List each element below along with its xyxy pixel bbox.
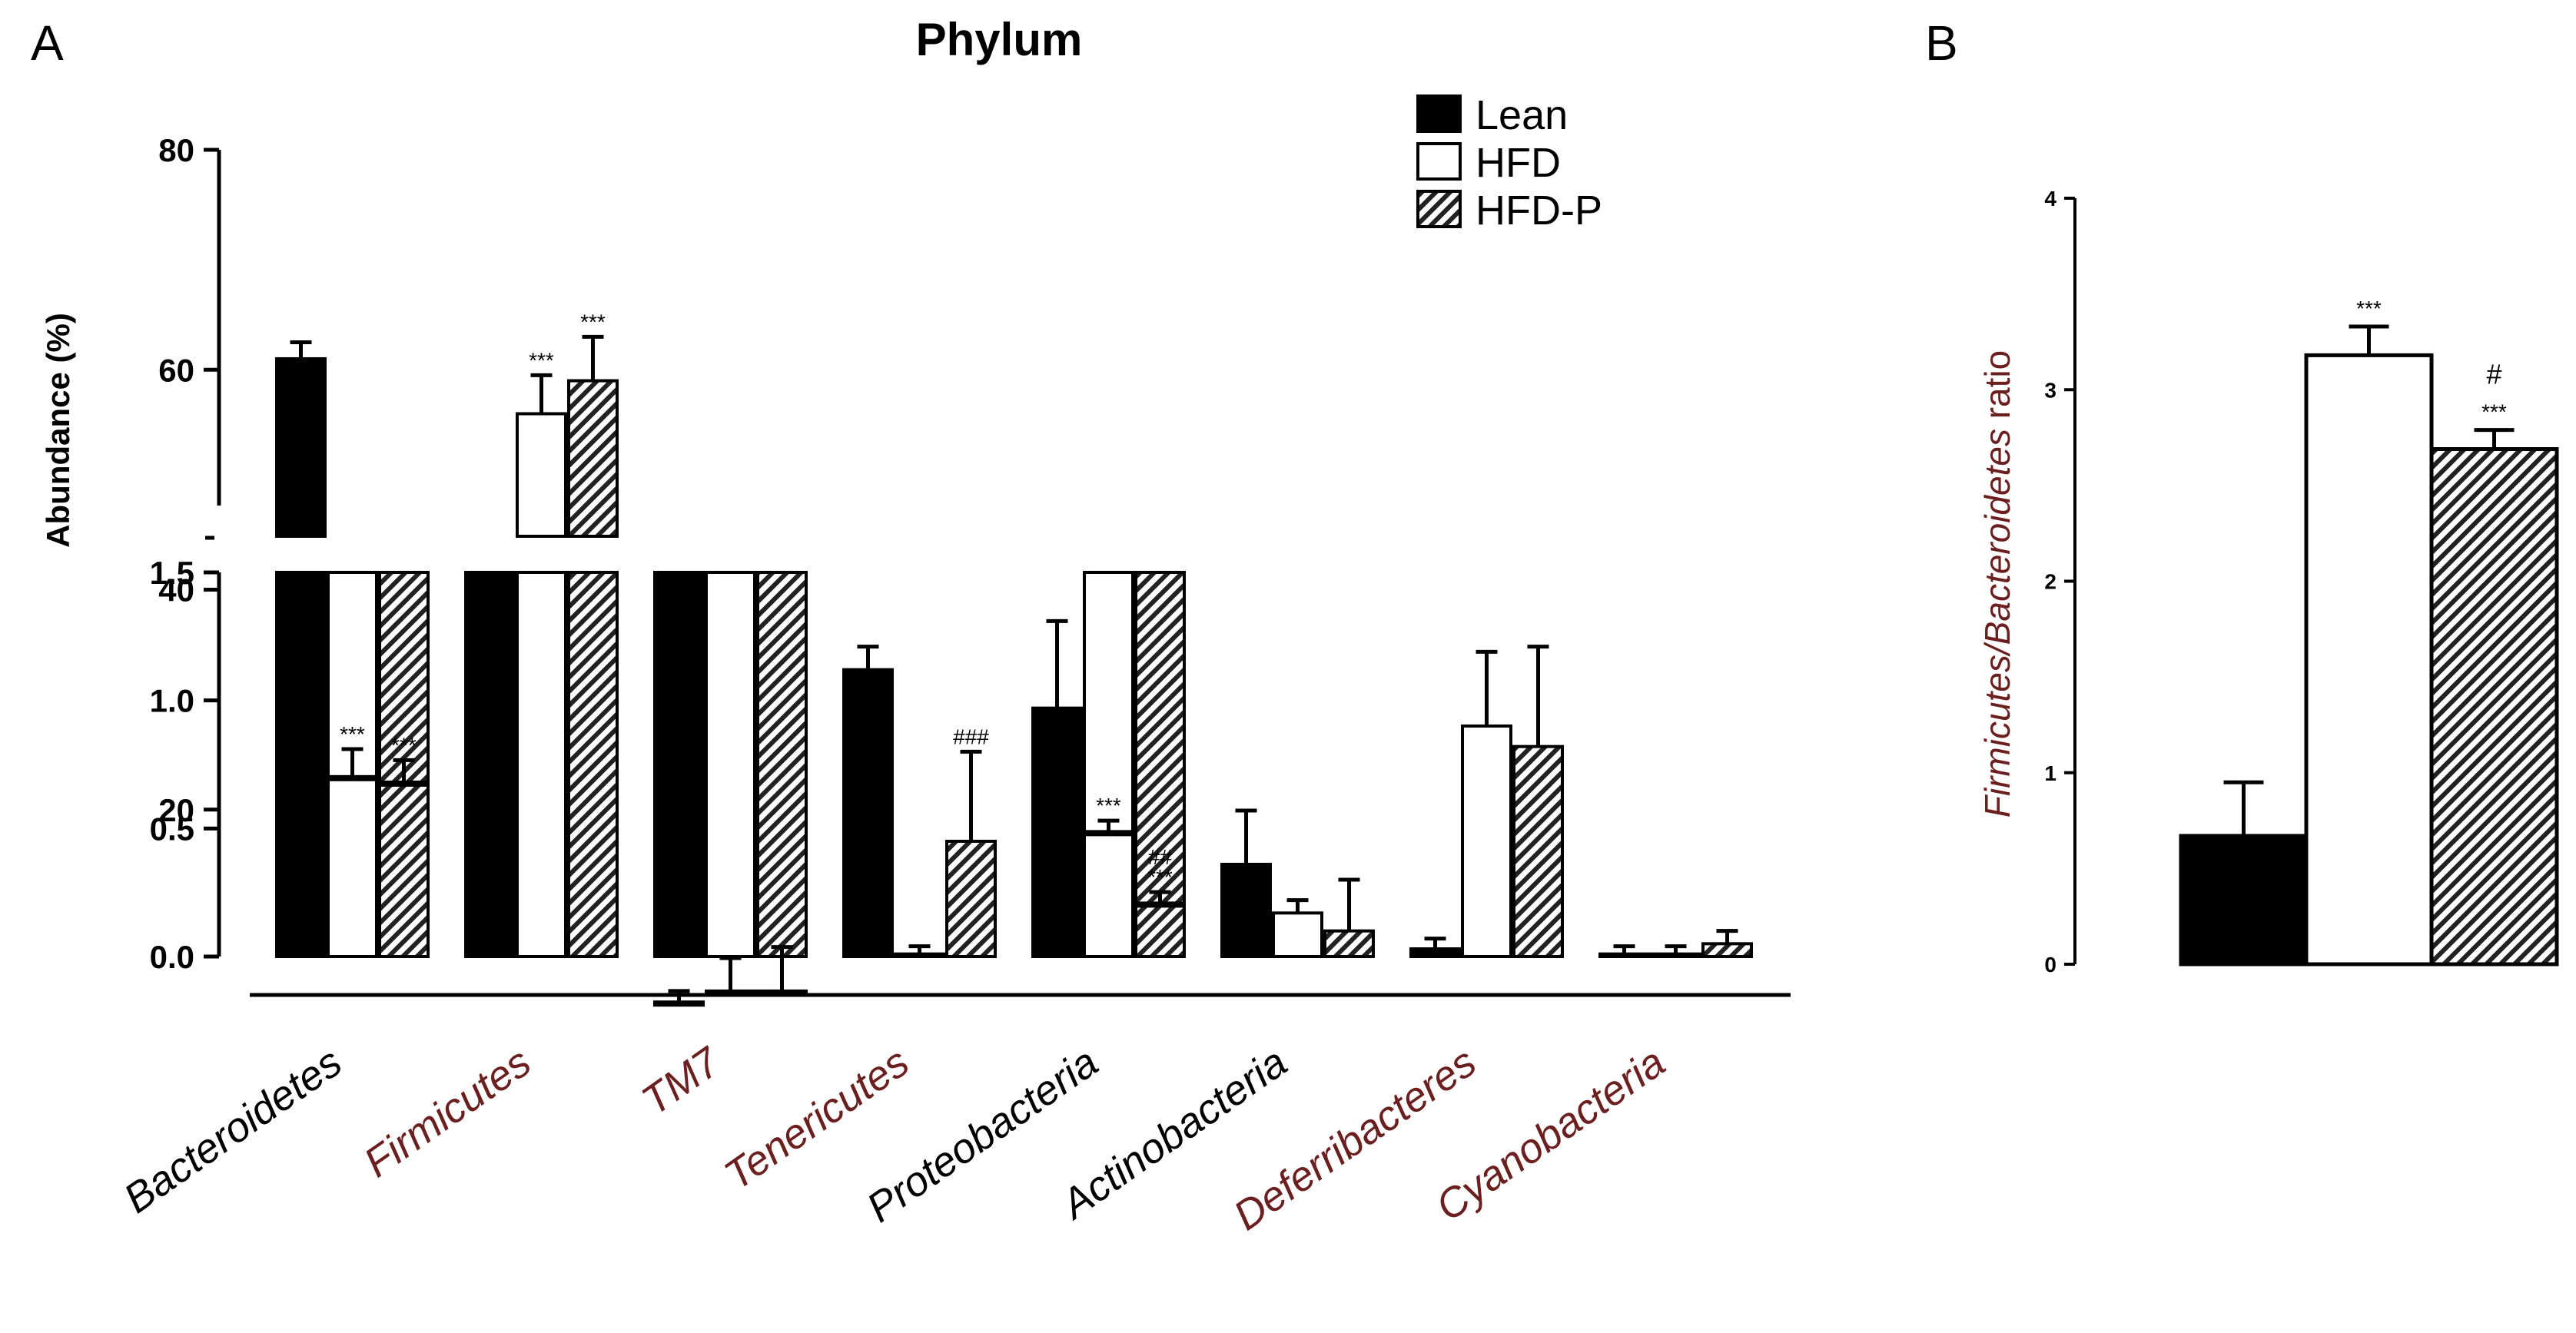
- bar-hfd-firmicutes: [516, 412, 567, 538]
- significance-marker: ***: [1147, 865, 1173, 889]
- panel-a-title: Phylum: [916, 14, 1083, 65]
- panel-b-y-axis-label-suffix: ratio: [1977, 350, 2017, 429]
- bar-hfd-p-bacteroidetes-lower: [378, 571, 430, 958]
- bar-hfd-deferribacteres: [1461, 725, 1512, 958]
- legend-label-lean: Lean: [1476, 92, 1568, 138]
- bar-lean-tm7: [653, 1000, 705, 1007]
- panel-b-y-tick-label: 2: [2044, 570, 2056, 594]
- legend-label-hfd-p: HFD-P: [1476, 187, 1602, 234]
- bar-hfd-p-firmicutes: [567, 379, 619, 538]
- y-tick-label: 20: [158, 792, 194, 828]
- bar-hfd-bacteroidetes: [327, 774, 378, 781]
- x-tick-label-firmicutes: Firmicutes: [356, 1039, 539, 1186]
- panel-a-label: A: [31, 15, 64, 71]
- bar-hfd-p-proteobacteria: [1134, 901, 1186, 908]
- significance-marker: ###: [953, 725, 989, 748]
- legend-swatch-hfd-p: [1416, 190, 1462, 228]
- bar-hfd-p-actinobacteria: [1323, 929, 1375, 958]
- legend-swatch-lean: [1416, 95, 1462, 133]
- panel-b-y-tick-label: 4: [2044, 187, 2056, 211]
- y-tick-label: 80: [158, 132, 194, 168]
- legend-swatch-hfd: [1416, 142, 1462, 181]
- panel-b-label: B: [1925, 15, 1958, 71]
- panel-b-significance-marker: ***: [2481, 400, 2507, 424]
- bar-hfd-proteobacteria: [1083, 830, 1134, 837]
- y-tick-label: 0.5: [150, 811, 194, 847]
- bar-hfd-p-tm7: [756, 989, 808, 996]
- x-tick-label-tm7: TM7: [634, 1038, 729, 1124]
- significance-marker: ***: [580, 310, 606, 333]
- y-tick-label: 1.0: [150, 683, 194, 719]
- panel-a-plot: 0.0 0.5 1.0 1.5 20 40 60 80 Bacteroidetes Firmicu…: [116, 92, 1791, 1239]
- bar-lean-proteobacteria: [1031, 706, 1083, 959]
- panel-b-bar-hfd: [2304, 353, 2434, 967]
- panel-a-y-axis-label: Abundance (%): [40, 313, 76, 548]
- legend-label-hfd: HFD: [1476, 140, 1561, 186]
- bar-hfd-p-tm7-lower: [756, 571, 808, 958]
- bar-hfd-proteobacteria-lower: [1083, 571, 1134, 958]
- bar-hfd-firmicutes-lower: [516, 571, 567, 958]
- significance-marker: ***: [340, 722, 365, 746]
- panel-b-y-tick-label: 1: [2044, 761, 2056, 785]
- y-tick-label: 0.0: [150, 939, 194, 975]
- bar-lean-tm7-lower: [653, 571, 705, 958]
- bar-hfd-tm7: [705, 989, 756, 996]
- panel-b-significance-marker-secondary: #: [2486, 359, 2501, 390]
- bar-hfd-p-tenericutes: [945, 840, 997, 958]
- bar-hfd-tenericutes: [894, 952, 945, 958]
- bar-lean-bacteroidetes-lower: [275, 571, 327, 958]
- significance-marker: ***: [391, 733, 417, 757]
- bar-lean-deferribacteres: [1409, 947, 1461, 958]
- y-tick-label: 40: [158, 572, 194, 608]
- panel-b-plot: 0 1 2 3 4 *** *** #: [2044, 187, 2559, 977]
- x-tick-label-bacteroidetes: Bacteroidetes: [116, 1039, 350, 1222]
- panel-b-y-tick-label: 0: [2044, 953, 2056, 977]
- panel-b-significance-marker: ***: [2356, 297, 2382, 320]
- bar-lean-cyanobacteria: [1598, 952, 1650, 958]
- bar-lean-tenericutes: [842, 668, 894, 959]
- bar-hfd-p-firmicutes-lower: [567, 571, 619, 958]
- bar-hfd-tm7-lower: [705, 571, 756, 958]
- significance-marker-secondary: ##: [1148, 845, 1173, 869]
- significance-marker: ***: [529, 348, 554, 372]
- bar-hfd-actinobacteria: [1272, 911, 1323, 959]
- bar-hfd-p-deferribacteres: [1512, 744, 1564, 959]
- panel-b-y-axis-label: Firmicutes/Bacteroidetes ratio: [1977, 350, 2017, 817]
- bar-hfd-p-cyanobacteria: [1701, 942, 1753, 959]
- bar-lean-firmicutes-lower: [464, 571, 516, 958]
- bar-lean-bacteroidetes: [275, 356, 327, 538]
- bar-hfd-cyanobacteria: [1650, 952, 1701, 958]
- bar-hfd-p-bacteroidetes: [378, 780, 430, 787]
- significance-marker: ***: [1096, 794, 1121, 817]
- y-tick-label: 1.5: [150, 555, 194, 591]
- panel-b-y-axis-label-italic: Firmicutes/Bacteroidetes: [1977, 429, 2017, 817]
- y-tick-label: 60: [158, 352, 194, 388]
- bar-lean-actinobacteria: [1220, 863, 1272, 958]
- panel-b-bar-hfd-p: [2429, 447, 2559, 967]
- bar-lean-firmicutes: [464, 654, 516, 661]
- panel-b-bar-lean: [2179, 834, 2309, 967]
- panel-b-y-tick-label: 3: [2044, 378, 2056, 402]
